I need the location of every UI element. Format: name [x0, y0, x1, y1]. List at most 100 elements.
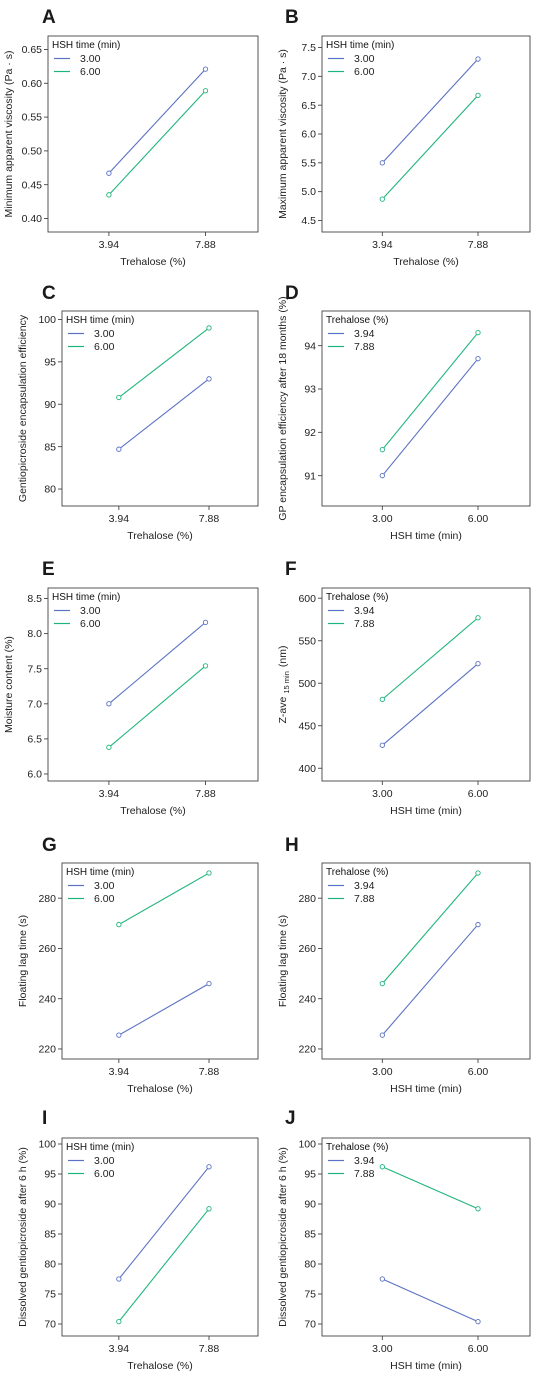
legend-entry: 7.88	[354, 618, 375, 630]
data-point	[202, 619, 209, 626]
plot-frame	[61, 862, 259, 1060]
data-point	[379, 1032, 385, 1038]
y-tick-label: 0.60	[22, 78, 43, 90]
series-line-3.00	[381, 58, 479, 164]
series-line-3.94	[381, 663, 479, 746]
data-point	[475, 1206, 481, 1212]
series-line-7.88	[381, 332, 479, 451]
y-tick-label: 90	[44, 1199, 56, 1211]
data-point	[206, 376, 212, 382]
x-tick-label: 6.00	[468, 1343, 489, 1355]
legend-entry: 3.94	[354, 605, 375, 617]
y-tick-label: 95	[304, 1169, 316, 1181]
series-line-6.00	[108, 665, 206, 748]
legend-entry: 6.00	[80, 66, 101, 78]
plot-frame	[321, 310, 531, 507]
y-tick-label: 7.0	[27, 698, 42, 710]
data-point	[379, 696, 385, 703]
y-tick-label: 90	[304, 1199, 316, 1211]
y-tick-label: 95	[44, 1169, 56, 1181]
legend-title: HSH time (min)	[52, 40, 120, 51]
series-line-6.00	[118, 872, 210, 926]
x-axis-label: Trehalose (%)	[127, 1083, 193, 1095]
data-point	[202, 88, 209, 94]
data-point	[116, 1032, 122, 1038]
data-point	[106, 701, 112, 707]
x-axis-label: Trehalose (%)	[120, 256, 186, 268]
x-tick-label: 6.00	[468, 1066, 489, 1078]
y-tick-label: 240	[38, 993, 56, 1005]
y-tick-label: 100	[38, 314, 56, 326]
y-tick-label: 80	[304, 1259, 316, 1271]
x-axis-label: HSH time (min)	[390, 1083, 462, 1095]
y-axis-label: Floating lag time (s)	[277, 915, 289, 1007]
y-tick-label: 0.40	[22, 213, 43, 225]
legend-title: HSH time (min)	[66, 1142, 134, 1153]
y-tick-label: 100	[38, 1139, 56, 1151]
panel-a: A 0.40 0.45 0.50 0.55 0.60 0.65 3.94 7.88 Trehalo…	[3, 7, 259, 268]
x-tick-label: 3.94	[109, 1343, 130, 1355]
panel-letter: E	[42, 559, 55, 580]
panel-letter: F	[285, 559, 297, 580]
legend-entry: 7.88	[354, 1168, 375, 1180]
data-point	[475, 356, 481, 362]
panel-b: B 4.5 5.0 5.5 6.0 6.5 7.0 7.5 3.94 7.88 Trehalose …	[277, 7, 531, 268]
y-tick-label: 0.55	[22, 112, 43, 124]
y-axis-label: Moisture content (%)	[3, 636, 15, 733]
y-tick-label: 8.5	[27, 593, 42, 605]
data-point	[379, 196, 385, 202]
panel-letter: A	[42, 7, 56, 28]
y-axis-label-main: Z-ave	[277, 696, 289, 723]
y-tick-label: 70	[304, 1319, 316, 1331]
y-axis-label: Z-ave 15 min (nm)	[277, 646, 291, 724]
data-point	[116, 394, 122, 401]
legend-entry: 6.00	[354, 66, 375, 78]
legend-title: HSH time (min)	[52, 592, 120, 603]
y-axis-label: Minimum apparent viscosity (Pa · s)	[3, 51, 15, 218]
data-point	[475, 330, 481, 336]
data-point	[206, 980, 212, 987]
y-axis-label: Dissolved gentiopicroside after 6 h (%)	[17, 1147, 29, 1327]
data-point	[106, 170, 112, 176]
data-point	[475, 661, 481, 667]
data-point	[379, 1276, 385, 1282]
panel-j: J 70 75 80 85 90 95 100 3.00 6.00 HSH time (min) Di…	[277, 1108, 531, 1372]
y-tick-label: 280	[298, 893, 316, 905]
y-tick-label: 6.5	[301, 100, 316, 112]
legend-entry: 3.00	[94, 880, 115, 892]
legend-entry: 7.88	[354, 341, 375, 353]
data-point	[116, 1318, 122, 1325]
data-point	[475, 615, 481, 621]
y-tick-label: 100	[298, 1139, 316, 1151]
plot-frame	[321, 587, 531, 782]
y-axis-label-subscript: 15 min	[282, 671, 291, 694]
plot-frame	[321, 1137, 531, 1337]
y-axis-label: Floating lag time (s)	[17, 915, 29, 1007]
x-axis-label: HSH time (min)	[390, 805, 462, 817]
series-line-7.88	[381, 872, 479, 984]
legend-entry: 3.94	[354, 328, 375, 340]
series-line-3.94	[381, 924, 479, 1036]
legend-entry: 7.88	[354, 893, 375, 905]
x-tick-label: 7.88	[195, 788, 216, 800]
y-tick-label: 0.45	[22, 179, 43, 191]
data-point	[202, 66, 209, 72]
x-tick-label: 3.00	[372, 513, 393, 525]
y-tick-label: 400	[298, 763, 316, 775]
legend-title: Trehalose (%)	[326, 1142, 388, 1153]
panel-letter: H	[285, 835, 299, 856]
y-tick-label: 600	[298, 593, 316, 605]
y-tick-label: 4.5	[301, 215, 316, 227]
x-axis-label: HSH time (min)	[390, 1360, 462, 1372]
y-tick-label: 550	[298, 635, 316, 647]
y-tick-label: 90	[44, 399, 56, 411]
y-tick-label: 75	[304, 1289, 316, 1301]
x-axis-label: Trehalose (%)	[120, 805, 186, 817]
y-tick-label: 94	[304, 340, 316, 352]
data-point	[106, 744, 112, 750]
x-tick-label: 3.94	[99, 239, 120, 251]
x-axis-label: Trehalose (%)	[127, 1360, 193, 1372]
series-line-3.94	[381, 358, 479, 477]
legend-title: Trehalose (%)	[326, 867, 388, 878]
